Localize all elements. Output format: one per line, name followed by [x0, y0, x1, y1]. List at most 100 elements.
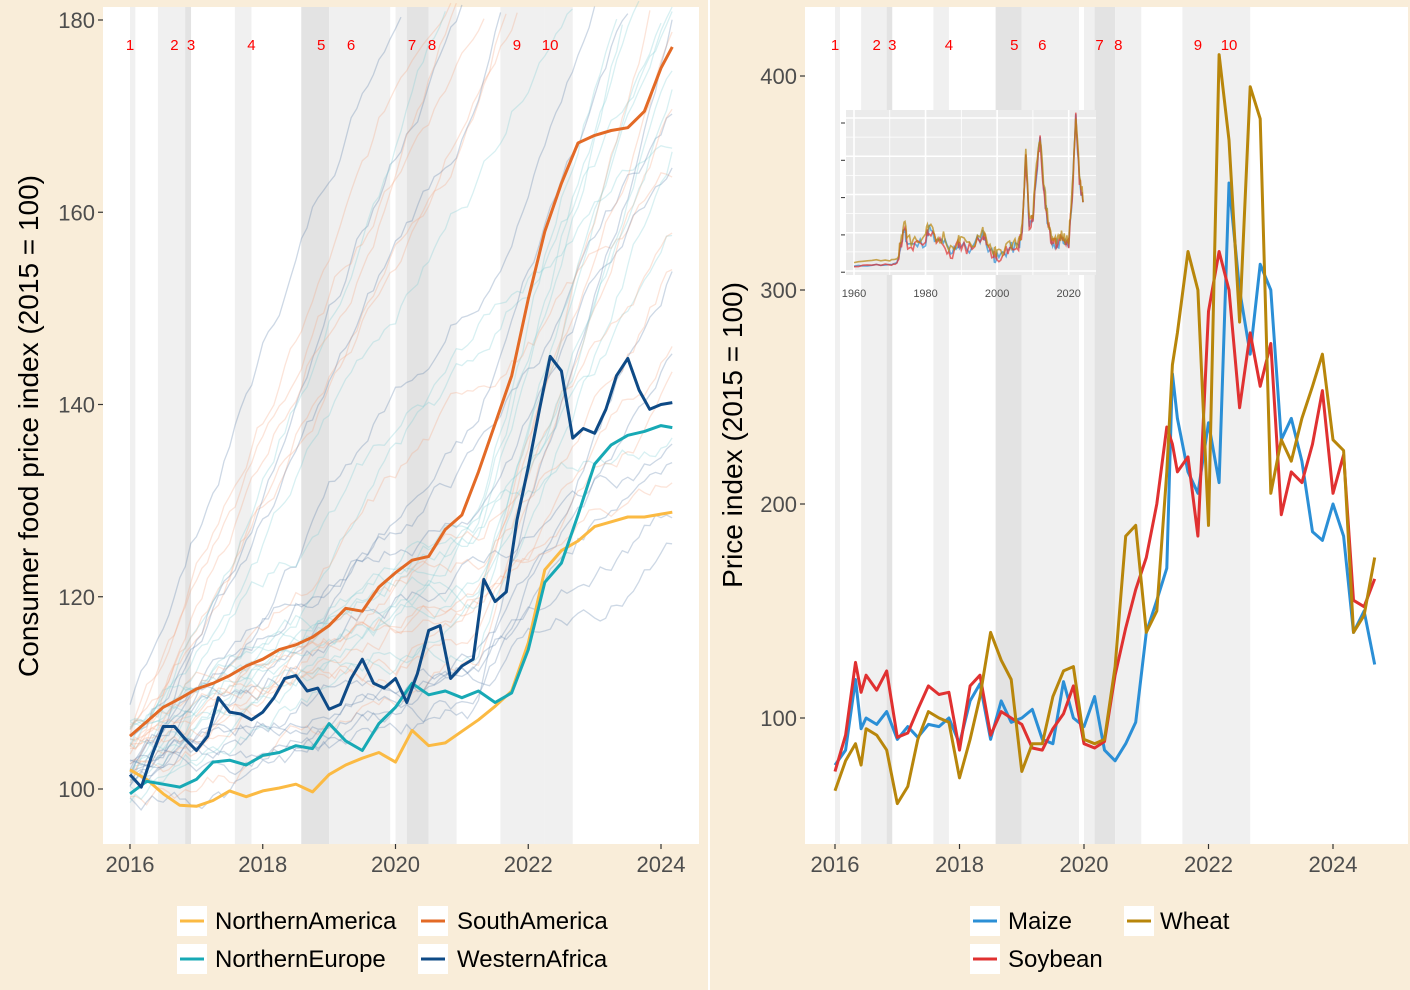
country-line: [129, 19, 673, 811]
legend-label-soybean: Soybean: [1008, 946, 1103, 973]
x-tick-label: 2018: [238, 852, 287, 877]
legend-item-western-africa: WesternAfrica: [418, 944, 608, 974]
event-period-shade: [234, 7, 252, 844]
right-y-axis-title: Price index (2015 = 100): [717, 282, 748, 588]
country-line: [129, 18, 618, 728]
country-line: [129, 232, 673, 774]
country-line: [129, 167, 673, 775]
left-x-axis: 2016 2018 2020 2022 2024: [106, 844, 685, 877]
series-line-wheat: [833, 53, 1377, 806]
event-label-3: 3: [888, 37, 896, 54]
event-label-1: 1: [831, 37, 839, 54]
inset-x-tick-label: 1960: [842, 288, 866, 300]
country-line: [129, 31, 673, 746]
y-tick-label: 400: [760, 64, 797, 89]
event-period-shade: [406, 7, 429, 844]
event-label-5: 5: [1010, 37, 1018, 54]
x-tick-label: 2022: [1184, 852, 1233, 877]
legend-item-soybean: Soybean: [970, 944, 1103, 974]
country-line: [129, 24, 623, 777]
country-line: [129, 89, 673, 803]
country-line: [129, 271, 673, 777]
country-line: [129, 151, 673, 792]
country-line: [129, 8, 573, 747]
legend-label-western-africa: WesternAfrica: [457, 946, 608, 973]
legend-item-maize: Maize: [970, 906, 1072, 936]
event-label-10: 10: [1221, 37, 1238, 54]
right-x-axis: 2016 2018 2020 2022 2024: [811, 844, 1358, 877]
x-tick-label: 2016: [811, 852, 860, 877]
inset-y-ticks: [841, 122, 845, 273]
x-tick-label: 2022: [504, 852, 553, 877]
legend-label-northern-america: NorthernAmerica: [215, 908, 397, 935]
country-line: [129, 482, 673, 741]
inset-series-lines: [853, 112, 1084, 268]
left-chart-panel: 1 2 3 4 5 6 7 8 9 10 100 120 140 160 180…: [13, 0, 699, 974]
y-tick-label: 160: [58, 200, 95, 225]
country-line: [129, 443, 673, 762]
right-y-axis: 100 200 300 400: [760, 64, 805, 731]
country-line: [129, 6, 596, 778]
event-label-8: 8: [428, 37, 436, 54]
right-event-labels: 1 2 3 4 5 6 7 8 9 10: [831, 37, 1238, 54]
country-line: [129, 371, 673, 748]
series-line-northernamerica: [129, 510, 673, 808]
left-event-labels: 1 2 3 4 5 6 7 8 9 10: [126, 37, 559, 54]
country-line: [129, 437, 673, 773]
country-line: [129, 16, 402, 705]
event-period-shade: [1084, 7, 1095, 844]
inset-x-tick-label: 2000: [985, 288, 1009, 300]
country-line: [129, 2, 457, 784]
event-period-shade: [1094, 7, 1116, 844]
event-label-2: 2: [170, 37, 178, 54]
y-tick-label: 200: [760, 492, 797, 517]
legend-item-south-america: SouthAmerica: [418, 906, 608, 936]
left-y-axis: 100 120 140 160 180: [58, 8, 103, 802]
country-line: [129, 6, 673, 726]
country-line: [129, 113, 673, 787]
event-label-1: 1: [126, 37, 134, 54]
country-line: [129, 172, 673, 750]
country-line: [129, 514, 673, 781]
event-label-4: 4: [945, 37, 953, 54]
country-line: [129, 18, 485, 728]
inset-series-line: [853, 112, 1084, 268]
country-line: [129, 13, 629, 770]
event-label-6: 6: [1038, 37, 1046, 54]
event-period-shade: [185, 7, 192, 844]
left-series-lines: [128, 46, 674, 808]
legend-label-south-america: SouthAmerica: [457, 908, 608, 935]
country-line: [129, 11, 673, 730]
y-tick-label: 180: [58, 8, 95, 33]
event-label-10: 10: [542, 37, 559, 54]
event-label-7: 7: [1095, 37, 1103, 54]
country-line: [129, 11, 446, 784]
x-tick-label: 2016: [106, 852, 155, 877]
legend-label-maize: Maize: [1008, 908, 1072, 935]
event-period-shade: [428, 7, 457, 844]
legend-label-wheat: Wheat: [1160, 908, 1230, 935]
x-tick-label: 2020: [1060, 852, 1109, 877]
legend-item-northern-europe: NorthernEurope: [177, 944, 386, 974]
y-tick-label: 120: [58, 585, 95, 610]
left-y-axis-title: Consumer food price index (2015 = 100): [13, 175, 44, 677]
left-legend: NorthernAmerica SouthAmerica NorthernEur…: [177, 906, 608, 974]
y-tick-label: 300: [760, 278, 797, 303]
y-tick-label: 100: [58, 777, 95, 802]
right-legend: Maize Wheat Soybean: [970, 906, 1230, 974]
event-label-6: 6: [347, 37, 355, 54]
legend-item-wheat: Wheat: [1124, 906, 1230, 936]
y-tick-label: 140: [58, 393, 95, 418]
country-line: [129, 4, 463, 786]
event-label-5: 5: [317, 37, 325, 54]
series-line-soybean: [833, 250, 1377, 772]
inset-gridlines: [846, 110, 1096, 275]
country-line: [129, 70, 673, 725]
x-tick-label: 2024: [1309, 852, 1358, 877]
event-period-shade: [835, 7, 840, 844]
event-label-2: 2: [873, 37, 881, 54]
event-period-shade: [395, 7, 407, 844]
country-line: [129, 2, 452, 736]
country-line: [129, 22, 662, 743]
